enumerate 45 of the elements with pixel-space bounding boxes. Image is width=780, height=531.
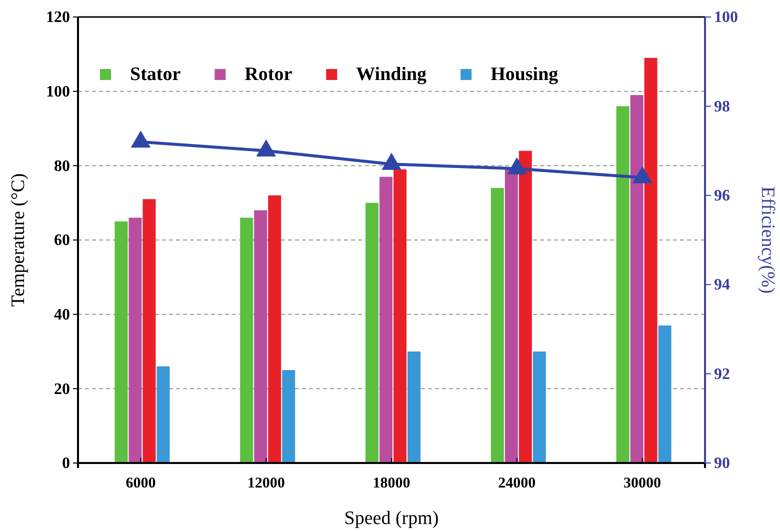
bar <box>268 195 282 463</box>
x-tick-label: 30000 <box>624 476 662 492</box>
y-tick-label: 60 <box>54 232 70 250</box>
bar <box>128 218 142 463</box>
x-tick-label: 24000 <box>498 476 536 492</box>
y-tick-label: 0 <box>62 455 70 472</box>
bar <box>532 352 546 463</box>
bar <box>394 169 406 463</box>
y-tick-label: 40 <box>54 306 70 324</box>
bar <box>366 202 378 463</box>
y2-tick-label: 98 <box>714 98 730 116</box>
y2-axis-title: Efficiency(%) <box>757 186 778 294</box>
x-tick-label: 18000 <box>372 476 410 492</box>
bar <box>142 199 156 463</box>
y-tick-label: 100 <box>46 83 70 100</box>
y-tick-label: 120 <box>46 9 70 26</box>
legend-label: Stator <box>130 64 182 85</box>
legend-label: Rotor <box>244 64 293 85</box>
legend-label: Winding <box>356 64 428 85</box>
y-tick-label: 80 <box>54 158 70 175</box>
y2-tick-label: 94 <box>714 276 730 294</box>
y2-tick-label: 100 <box>714 9 738 26</box>
bar <box>630 95 644 463</box>
x-tick-label: 12000 <box>247 476 285 492</box>
bar <box>518 150 532 463</box>
bar <box>616 106 630 463</box>
x-tick-label: 6000 <box>126 476 156 492</box>
y2-tick-label: 96 <box>714 188 730 205</box>
y-tick-label: 20 <box>54 380 70 398</box>
bar <box>644 58 658 463</box>
bar <box>254 210 268 463</box>
y2-tick-label: 92 <box>714 366 730 383</box>
legend-label: Housing <box>490 64 559 85</box>
bar <box>504 169 518 463</box>
bar <box>114 221 128 463</box>
x-axis-title: Speed (rpm) <box>344 508 439 529</box>
y2-tick-label: 90 <box>714 455 730 472</box>
bar <box>408 352 420 463</box>
bar <box>658 325 672 463</box>
bar <box>282 370 296 463</box>
bar <box>240 218 254 463</box>
bar <box>490 188 504 463</box>
bar <box>380 176 392 463</box>
y-axis-title: Temperature (°C) <box>8 173 29 307</box>
bar <box>156 366 170 463</box>
